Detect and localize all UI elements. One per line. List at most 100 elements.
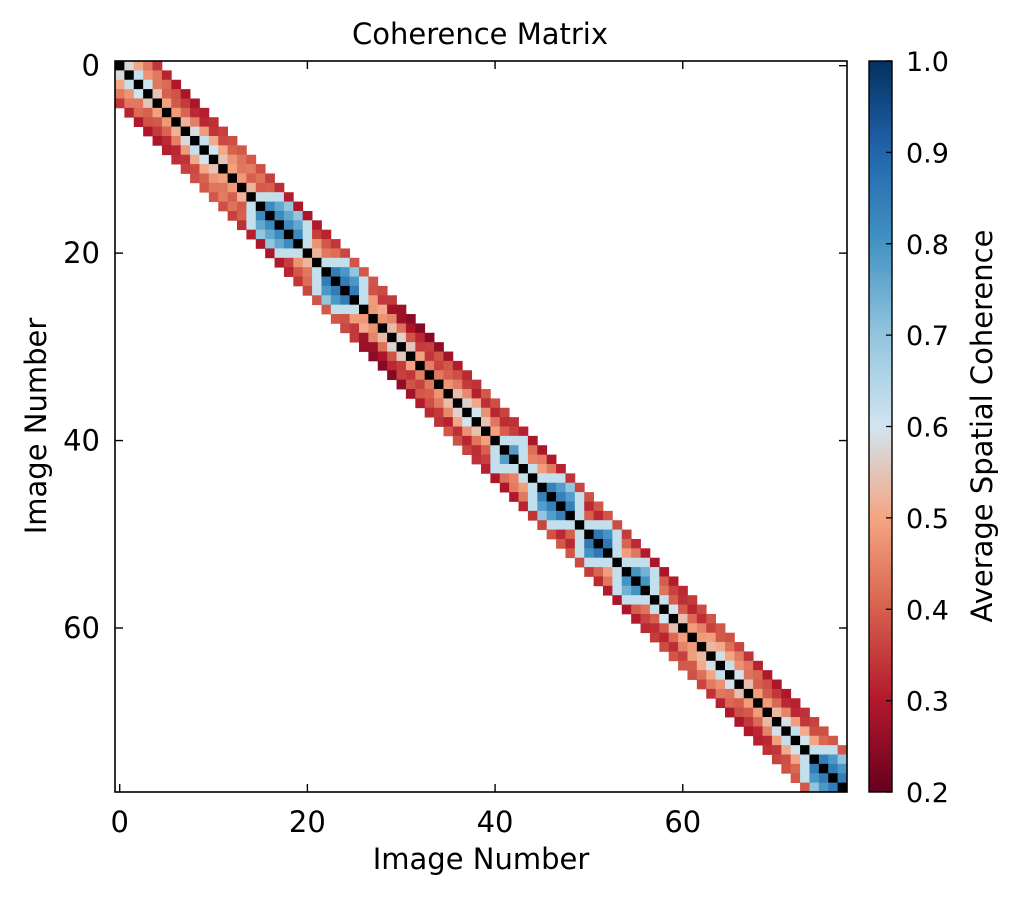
heatmap-cell xyxy=(527,501,538,512)
heatmap-cell xyxy=(396,370,407,381)
heatmap-cell xyxy=(171,145,182,156)
heatmap-cell xyxy=(527,435,538,446)
heatmap-cell xyxy=(696,613,707,624)
heatmap-cell xyxy=(180,164,191,174)
heatmap-cell xyxy=(330,267,341,277)
heatmap-cell xyxy=(471,426,482,437)
heatmap-cell xyxy=(387,314,397,324)
heatmap-cell xyxy=(246,220,257,231)
x-tick-label: 20 xyxy=(289,805,326,839)
heatmap-cell xyxy=(621,548,632,559)
heatmap-cell xyxy=(377,351,388,362)
heatmap-cell xyxy=(265,192,275,202)
heatmap-cell xyxy=(687,604,698,615)
heatmap-cell xyxy=(462,445,473,456)
heatmap-cell xyxy=(481,417,491,427)
heatmap-cell xyxy=(499,463,510,474)
heatmap-cell xyxy=(190,98,200,109)
colorbar-tick-label: 0.8 xyxy=(906,230,949,261)
heatmap-cell xyxy=(574,529,585,540)
heatmap-cell xyxy=(706,679,717,690)
heatmap-cell xyxy=(171,98,182,109)
heatmap-cell xyxy=(255,192,266,202)
heatmap-cell xyxy=(584,520,595,530)
heatmap-cell xyxy=(405,332,416,343)
heatmap-cell xyxy=(396,379,407,390)
heatmap-cell xyxy=(330,285,341,296)
heatmap-cell xyxy=(368,304,379,315)
heatmap-cell xyxy=(452,389,463,399)
heatmap-cell xyxy=(359,267,369,277)
heatmap-cell xyxy=(340,314,351,324)
heatmap-cell xyxy=(678,604,688,615)
heatmap-cell xyxy=(434,417,444,427)
heatmap-cell xyxy=(509,426,519,437)
heatmap-cell xyxy=(424,332,435,343)
heatmap-cell xyxy=(340,248,351,259)
heatmap-cell xyxy=(396,314,407,324)
heatmap-cell xyxy=(283,239,294,249)
heatmap-cell xyxy=(603,585,613,596)
heatmap-cell xyxy=(574,482,585,493)
heatmap-cell xyxy=(546,520,557,530)
heatmap-cell xyxy=(527,492,538,502)
heatmap-cell xyxy=(631,585,641,596)
heatmap-cell xyxy=(565,529,576,540)
heatmap-cell xyxy=(574,538,585,549)
heatmap-cell xyxy=(368,351,379,362)
heatmap-cell xyxy=(687,613,698,624)
heatmap-cell xyxy=(593,529,604,540)
heatmap-cell xyxy=(199,173,210,184)
heatmap-cell xyxy=(321,248,332,259)
heatmap-cell xyxy=(734,707,745,718)
heatmap-cell xyxy=(762,707,773,718)
heatmap-cell xyxy=(387,323,397,334)
heatmap-cell xyxy=(396,304,407,315)
heatmap-cell xyxy=(255,164,266,174)
heatmap-cell xyxy=(612,538,623,549)
heatmap-cell xyxy=(171,79,182,90)
heatmap-cell xyxy=(790,754,801,765)
heatmap-cell xyxy=(274,257,285,268)
heatmap-cell xyxy=(781,763,792,774)
heatmap-cell xyxy=(509,463,519,474)
heatmap-cell xyxy=(359,332,369,343)
heatmap-cell xyxy=(143,79,153,90)
heatmap-cell xyxy=(631,557,641,568)
heatmap-cell xyxy=(781,735,792,746)
heatmap-cell xyxy=(678,613,688,624)
heatmap-cell xyxy=(537,473,548,484)
heatmap-cell xyxy=(340,285,351,296)
heatmap-cell xyxy=(377,342,388,352)
heatmap-cell xyxy=(781,726,792,737)
heatmap-cell xyxy=(706,632,717,643)
heatmap-cell xyxy=(574,557,585,568)
y-axis-ticks: 0 20 40 60 xyxy=(63,49,847,645)
heatmap-cell xyxy=(115,70,125,81)
heatmap-cell xyxy=(377,285,388,296)
y-axis-label: Image Number xyxy=(19,318,53,535)
heatmap-cell xyxy=(781,717,792,727)
heatmap-cell xyxy=(715,623,726,634)
heatmap-cell xyxy=(490,463,501,474)
heatmap-cell xyxy=(293,248,304,259)
heatmap-cell xyxy=(330,276,341,287)
heatmap-cell xyxy=(415,379,426,390)
heatmap-cell xyxy=(396,323,407,334)
heatmap-cell xyxy=(678,660,688,671)
heatmap-cell xyxy=(359,342,369,352)
heatmap-cell xyxy=(565,501,576,512)
heatmap-cell xyxy=(340,267,351,277)
heatmap-cell xyxy=(377,323,388,334)
heatmap-cell xyxy=(593,576,604,587)
heatmap-cell xyxy=(387,295,397,306)
heatmap-cell xyxy=(312,248,322,259)
heatmap-cell xyxy=(321,229,332,240)
x-axis-label: Image Number xyxy=(373,842,590,876)
heatmap-cell xyxy=(424,398,435,409)
heatmap-cell xyxy=(584,538,595,549)
heatmap-cell xyxy=(152,61,163,71)
heatmap-cell xyxy=(668,613,679,624)
heatmap-cells xyxy=(115,61,848,793)
heatmap-cell xyxy=(190,107,200,118)
